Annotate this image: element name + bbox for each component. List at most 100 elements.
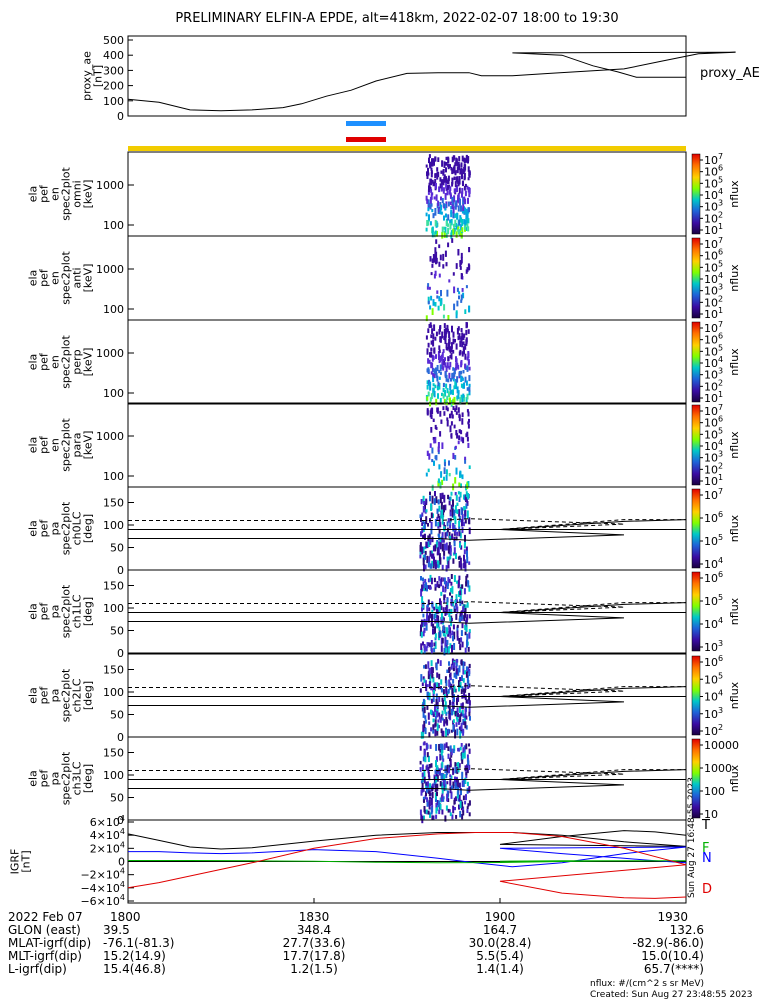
igrf-legend-N: N: [702, 851, 712, 866]
spec-pixel: [460, 173, 463, 177]
pa-pixel: [454, 505, 457, 514]
spec-pixel: [436, 375, 439, 382]
spec-pixel: [450, 230, 453, 234]
spec-pixel: [457, 194, 460, 201]
pa-pixel: [443, 543, 446, 551]
colorbar-tick-label: 103: [704, 199, 723, 214]
pa-pixel: [449, 588, 452, 593]
ae-series-line: [127, 51, 736, 112]
spec-pixel: [456, 395, 459, 400]
pa-pixel: [426, 799, 429, 807]
spec-pixel: [455, 200, 458, 204]
spec-pixel: [463, 196, 466, 202]
pa-pixel: [427, 781, 429, 787]
pa-pixel: [441, 515, 444, 519]
pa-pixel: [434, 612, 437, 619]
spec-pixel: [427, 283, 430, 287]
colorbar-strip: [691, 404, 701, 486]
row-value: 17.7(17.8): [283, 949, 346, 963]
pa-pixel: [428, 788, 431, 792]
pa-pixel: [442, 758, 445, 762]
pa-pixel: [442, 689, 445, 695]
spec-pixel: [460, 370, 463, 375]
pa-pixel: [438, 744, 441, 751]
pa-pixel: [432, 718, 435, 723]
pa-pixel: [459, 746, 462, 751]
pa-pixel: [421, 522, 424, 526]
spec-pixel: [461, 332, 464, 339]
pa-pixel: [448, 712, 451, 719]
plot-title: PRELIMINARY ELFIN-A EPDE, alt=418km, 202…: [175, 11, 618, 26]
pa-pixel: [427, 661, 430, 669]
pa-pixel: [436, 723, 439, 731]
pa-pixel: [421, 782, 424, 791]
colorbar-label: nflux: [728, 764, 741, 792]
spec-pixel: [450, 342, 453, 349]
pa-pixel: [456, 599, 459, 603]
pa-pixel: [456, 509, 459, 515]
pa-pixel: [461, 584, 464, 589]
spec-ylabel-line: [keV]: [82, 348, 95, 377]
pa-pixel: [436, 791, 438, 797]
colorbar-strip: [691, 321, 701, 403]
pa-pixel: [453, 686, 456, 693]
pa-pixel: [450, 663, 453, 670]
spec-pixel: [445, 213, 447, 218]
spec-pixel: [458, 295, 460, 300]
pa-pixel: [468, 812, 471, 817]
spec-pixel: [448, 460, 450, 466]
pa-pixel: [461, 801, 464, 809]
ae-ytick-label: 200: [103, 80, 124, 93]
spec-pixel: [440, 170, 443, 174]
pa-pixel: [447, 518, 450, 523]
date-label: 2022 Feb 07: [8, 910, 83, 924]
spec-pixel: [446, 289, 449, 297]
pa-pixel: [441, 785, 444, 794]
spec-pixel: [460, 375, 463, 382]
pa-pixel: [466, 781, 469, 787]
pa-pixel: [460, 507, 463, 515]
energy-spectrogram-panels: 1000100elapefenspec2plotomni[keV]1000100…: [27, 151, 687, 491]
pa-pixel: [423, 627, 426, 633]
pa-pixel: [437, 658, 440, 664]
pa-pixel: [466, 510, 469, 519]
colorbar-tick-label: 105: [704, 533, 723, 548]
pa-pixel: [467, 646, 470, 652]
pa-pixel: [462, 668, 465, 675]
spec-pixel: [442, 382, 445, 387]
colorbar-label: nflux: [728, 348, 741, 376]
spec-pixel: [457, 326, 460, 331]
spec-pixel: [432, 355, 435, 360]
spec-pixel: [463, 185, 466, 191]
pa-pixel: [457, 719, 460, 725]
igrf-ytick-label: −4×104: [80, 880, 125, 895]
spec-pixel: [435, 398, 438, 406]
pa-pixel: [436, 622, 439, 629]
spec-pixel: [447, 223, 449, 227]
pa-pixel: [441, 564, 444, 570]
pa-pixel: [464, 519, 467, 524]
pa-pixel: [467, 803, 470, 807]
pa-pixel: [433, 689, 435, 694]
pa-pixel: [463, 554, 465, 562]
pa-ylabel-line: pef: [38, 602, 51, 621]
pa-pixel: [467, 666, 470, 673]
pa-pixel: [452, 784, 455, 789]
spec-pixel: [432, 181, 435, 187]
pa-pixel: [451, 508, 454, 517]
pa-pixel: [449, 758, 452, 767]
pa-pixel: [466, 806, 469, 810]
pa-pixel: [419, 514, 422, 519]
science-zone-bars: [128, 121, 686, 151]
spec-pixel: [444, 371, 447, 379]
pa-pixel: [467, 685, 470, 689]
pa-pixel: [424, 502, 426, 510]
spec-pixel: [436, 230, 438, 237]
spec-pixel: [458, 435, 461, 441]
colorbar-tick-label: 105: [704, 593, 723, 608]
pa-frame: [127, 486, 687, 571]
pa-pixel: [435, 662, 438, 671]
spec-ylabel-line: ela: [27, 354, 40, 371]
pa-pixel: [468, 683, 471, 688]
spec-pixel: [449, 186, 452, 191]
